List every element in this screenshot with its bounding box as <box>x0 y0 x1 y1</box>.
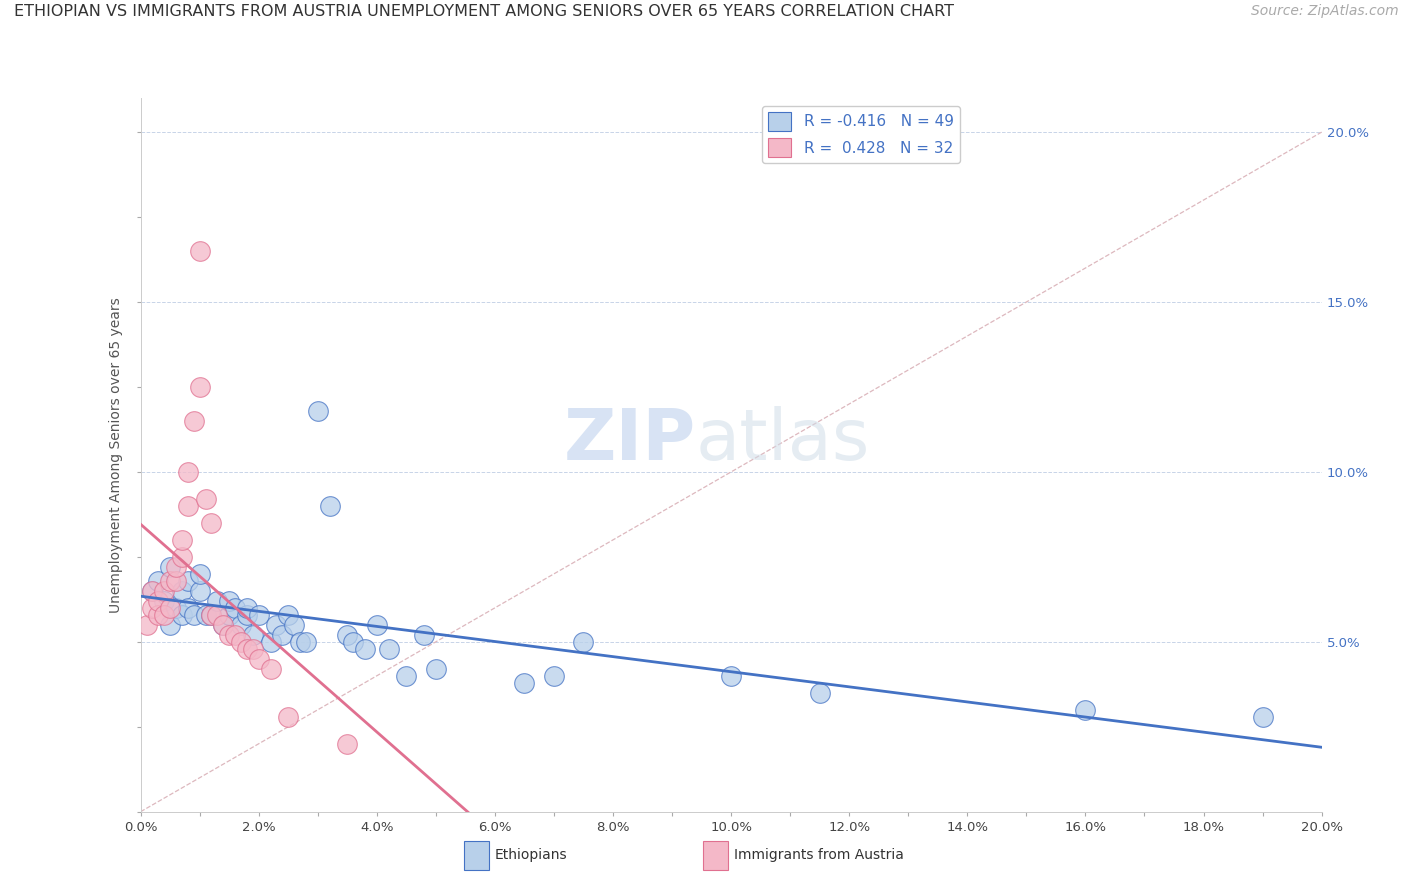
Point <box>307 403 329 417</box>
Point <box>242 628 264 642</box>
Point <box>224 628 246 642</box>
Point <box>259 662 281 676</box>
Point <box>170 533 193 547</box>
Point <box>395 669 418 683</box>
Y-axis label: Unemployment Among Seniors over 65 years: Unemployment Among Seniors over 65 years <box>110 297 124 613</box>
Legend: R = -0.416   N = 49, R =  0.428   N = 32: R = -0.416 N = 49, R = 0.428 N = 32 <box>762 106 960 163</box>
Point <box>141 583 163 598</box>
Point <box>200 516 222 530</box>
Point <box>283 617 305 632</box>
Point <box>170 583 193 598</box>
Point <box>212 617 235 632</box>
Point <box>1251 709 1274 723</box>
Point <box>200 607 222 622</box>
Point <box>148 607 170 622</box>
Point <box>135 617 157 632</box>
Text: Ethiopians: Ethiopians <box>495 848 568 863</box>
Point <box>141 583 163 598</box>
Point <box>148 574 170 588</box>
Point <box>229 617 252 632</box>
Point <box>148 594 170 608</box>
Point <box>572 635 595 649</box>
Point <box>188 244 211 258</box>
Point <box>336 737 359 751</box>
Point <box>170 549 193 564</box>
Point <box>194 492 217 507</box>
Text: Immigrants from Austria: Immigrants from Austria <box>734 848 904 863</box>
Point <box>188 380 211 394</box>
Text: ETHIOPIAN VS IMMIGRANTS FROM AUSTRIA UNEMPLOYMENT AMONG SENIORS OVER 65 YEARS CO: ETHIOPIAN VS IMMIGRANTS FROM AUSTRIA UNE… <box>14 4 955 20</box>
Point <box>177 574 200 588</box>
Point <box>236 607 259 622</box>
Point <box>188 583 211 598</box>
Point <box>277 607 299 622</box>
Point <box>1074 703 1097 717</box>
Point <box>218 594 240 608</box>
Point <box>177 465 200 479</box>
Point <box>153 594 176 608</box>
Point <box>183 607 205 622</box>
Point <box>207 607 229 622</box>
Point <box>207 594 229 608</box>
Point <box>229 635 252 649</box>
Point <box>165 600 187 615</box>
Text: Source: ZipAtlas.com: Source: ZipAtlas.com <box>1251 4 1399 19</box>
Point <box>188 566 211 581</box>
Point <box>266 617 288 632</box>
Point <box>212 617 235 632</box>
Point <box>377 641 399 656</box>
Point <box>153 583 176 598</box>
Point <box>218 628 240 642</box>
Point <box>808 686 831 700</box>
Point <box>366 617 388 632</box>
Point <box>336 628 359 642</box>
Point <box>720 669 742 683</box>
Point <box>159 560 181 574</box>
Point <box>236 641 259 656</box>
Point <box>236 600 259 615</box>
Point <box>513 675 536 690</box>
Point <box>277 709 299 723</box>
Point <box>247 652 270 666</box>
Point <box>177 499 200 513</box>
Point <box>413 628 436 642</box>
Point <box>159 600 181 615</box>
Point <box>165 574 187 588</box>
Point <box>200 607 222 622</box>
Point <box>141 600 163 615</box>
Point <box>271 628 294 642</box>
Point <box>183 414 205 428</box>
Point <box>259 635 281 649</box>
Text: atlas: atlas <box>696 406 870 475</box>
Point <box>194 607 217 622</box>
Point <box>170 607 193 622</box>
Point <box>218 607 240 622</box>
Text: ZIP: ZIP <box>564 406 696 475</box>
Point <box>165 560 187 574</box>
Point <box>354 641 377 656</box>
Point <box>425 662 447 676</box>
Point <box>288 635 311 649</box>
Point <box>318 499 340 513</box>
Point <box>177 600 200 615</box>
Point <box>159 617 181 632</box>
Point <box>159 574 181 588</box>
Point <box>242 641 264 656</box>
Point <box>295 635 318 649</box>
Point <box>543 669 565 683</box>
Point <box>342 635 364 649</box>
Point <box>247 607 270 622</box>
Point <box>153 607 176 622</box>
Point <box>224 600 246 615</box>
